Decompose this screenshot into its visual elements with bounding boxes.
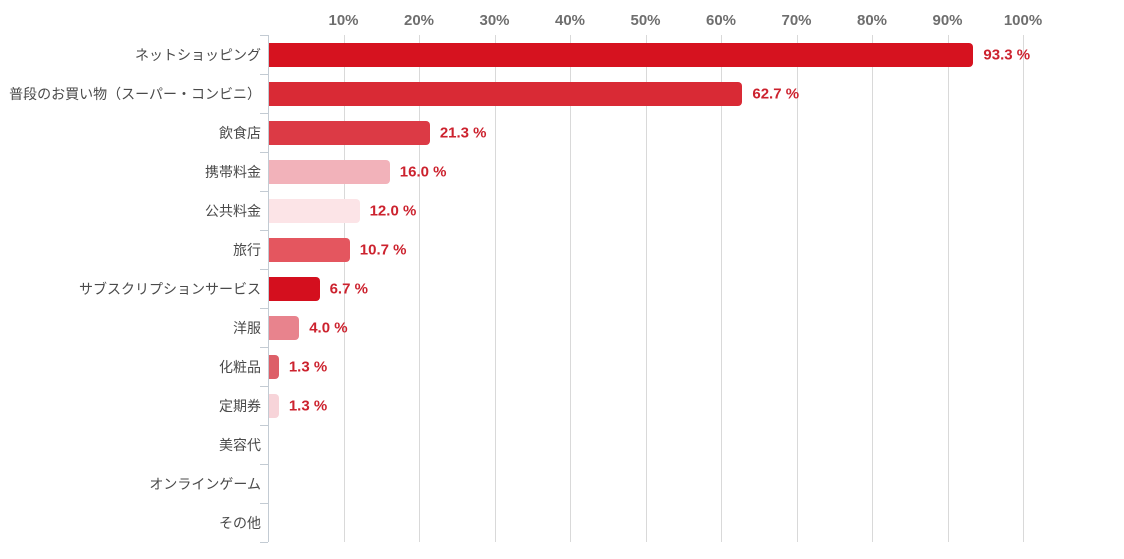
y-axis-tick bbox=[260, 503, 268, 504]
category-label: オンラインゲーム bbox=[149, 475, 261, 492]
gridline bbox=[947, 35, 949, 542]
bar bbox=[269, 276, 320, 301]
category-label: サブスクリプションサービス bbox=[79, 280, 261, 297]
category-label: 旅行 bbox=[233, 241, 261, 258]
gridline bbox=[494, 35, 496, 542]
gridline bbox=[1023, 35, 1024, 542]
y-axis-tick bbox=[260, 386, 268, 387]
value-label: 1.3 % bbox=[288, 397, 328, 414]
category-label: 公共料金 bbox=[205, 202, 261, 219]
bar bbox=[269, 159, 390, 184]
x-axis-tick-label: 30% bbox=[479, 12, 510, 29]
y-axis-tick bbox=[260, 464, 268, 465]
y-axis-tick bbox=[260, 269, 268, 270]
value-label: 12.0 % bbox=[369, 202, 417, 219]
y-axis-line bbox=[268, 35, 269, 542]
category-label: その他 bbox=[219, 514, 261, 531]
y-axis-tick bbox=[260, 347, 268, 348]
category-label: 美容代 bbox=[219, 436, 261, 453]
x-axis-tick-label: 90% bbox=[932, 12, 963, 29]
y-axis-tick bbox=[260, 152, 268, 153]
y-axis-tick bbox=[260, 542, 268, 543]
category-label: 定期券 bbox=[219, 397, 261, 414]
gridline bbox=[419, 35, 420, 542]
gridline bbox=[721, 35, 722, 542]
gridline bbox=[796, 35, 798, 542]
x-axis-tick-label: 50% bbox=[630, 12, 661, 29]
bar bbox=[269, 42, 974, 67]
bar bbox=[269, 393, 279, 418]
category-label: ネットショッピング bbox=[135, 46, 261, 63]
bar bbox=[269, 354, 279, 379]
x-axis-tick-label: 80% bbox=[856, 12, 888, 29]
value-label: 10.7 % bbox=[359, 241, 407, 258]
gridline bbox=[570, 35, 571, 542]
value-label: 16.0 % bbox=[399, 163, 447, 180]
category-label: 洋服 bbox=[233, 319, 261, 336]
x-axis-tick-label: 100% bbox=[1003, 12, 1043, 29]
x-axis-tick-label: 70% bbox=[781, 12, 812, 29]
bar bbox=[269, 237, 350, 262]
x-axis-tick-label: 20% bbox=[403, 12, 435, 29]
gridline bbox=[872, 35, 873, 542]
value-label: 6.7 % bbox=[329, 280, 368, 297]
bar bbox=[269, 315, 300, 340]
category-label: 普段のお買い物（スーパー・コンビニ） bbox=[9, 85, 261, 102]
category-label: 飲食店 bbox=[219, 124, 261, 141]
value-label: 93.3 % bbox=[983, 46, 1031, 63]
value-label: 4.0 % bbox=[309, 319, 348, 336]
value-label: 1.3 % bbox=[288, 358, 328, 375]
category-label: 化粧品 bbox=[219, 358, 261, 375]
y-axis-tick bbox=[260, 35, 268, 36]
value-label: 21.3 % bbox=[439, 124, 487, 141]
bar bbox=[269, 198, 360, 223]
y-axis-tick bbox=[260, 191, 268, 192]
gridline bbox=[645, 35, 647, 542]
category-label: 携帯料金 bbox=[205, 163, 261, 180]
y-axis-tick bbox=[260, 230, 268, 231]
bar bbox=[269, 81, 743, 106]
y-axis-tick bbox=[260, 425, 268, 426]
y-axis-tick bbox=[260, 308, 268, 309]
y-axis-tick bbox=[260, 113, 268, 114]
x-axis-tick-label: 40% bbox=[554, 12, 586, 29]
gridline bbox=[343, 35, 345, 542]
bar bbox=[269, 120, 430, 145]
x-axis-tick-label: 60% bbox=[705, 12, 737, 29]
x-axis-tick-label: 10% bbox=[328, 12, 359, 29]
value-label: 62.7 % bbox=[752, 85, 800, 102]
y-axis-tick bbox=[260, 74, 268, 75]
